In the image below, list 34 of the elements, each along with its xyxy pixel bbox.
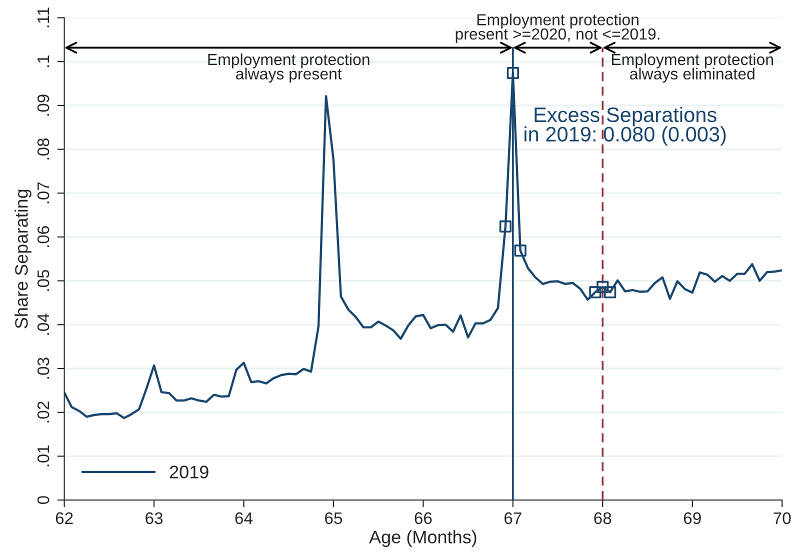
point (589, 286, 602, 298)
point (514, 244, 526, 257)
point (596, 280, 609, 294)
annotation: Employment protection always eliminated (612, 53, 774, 83)
y-tick-label: .08 (37, 138, 50, 160)
x-tick-label: 69 (684, 512, 701, 524)
y-tick-label: .06 (37, 226, 50, 248)
y-tick-label: 0 (37, 496, 50, 504)
y-tick-label: .05 (37, 270, 50, 291)
y-tick-label: .11 (38, 8, 50, 28)
y-tick-label: .01 (37, 445, 50, 466)
y-tick-label: .04 (37, 314, 50, 335)
y-tick-label: .03 (37, 358, 50, 379)
annotation: Employment protection always present (208, 53, 370, 83)
y-tick-label: .02 (37, 402, 50, 422)
legend-label: 2019 (170, 466, 208, 478)
x-tick-label: 64 (235, 512, 253, 524)
point (506, 66, 519, 80)
x-tick-label: 66 (414, 512, 432, 524)
annotation: Excess Separations in 2019: 0.080 (0.003) (524, 106, 726, 146)
y-tick-label: .07 (37, 182, 50, 204)
annotation: Employment protection present >=2020, not <=2019. (456, 14, 660, 43)
point (499, 220, 512, 233)
y-tick-label: .09 (37, 94, 50, 116)
y-axis-title: Share Separating (14, 190, 32, 328)
x-tick-label: 70 (774, 512, 791, 524)
y-tick-label: .1 (38, 55, 50, 68)
x-axis-title: Age (Months) (369, 530, 476, 548)
x-tick-label: 65 (325, 512, 342, 524)
x-tick-label: 68 (594, 512, 612, 524)
x-tick-label: 62 (56, 512, 73, 524)
point (604, 286, 616, 298)
x-tick-label: 67 (504, 512, 522, 524)
x-tick-label: 63 (146, 512, 163, 524)
